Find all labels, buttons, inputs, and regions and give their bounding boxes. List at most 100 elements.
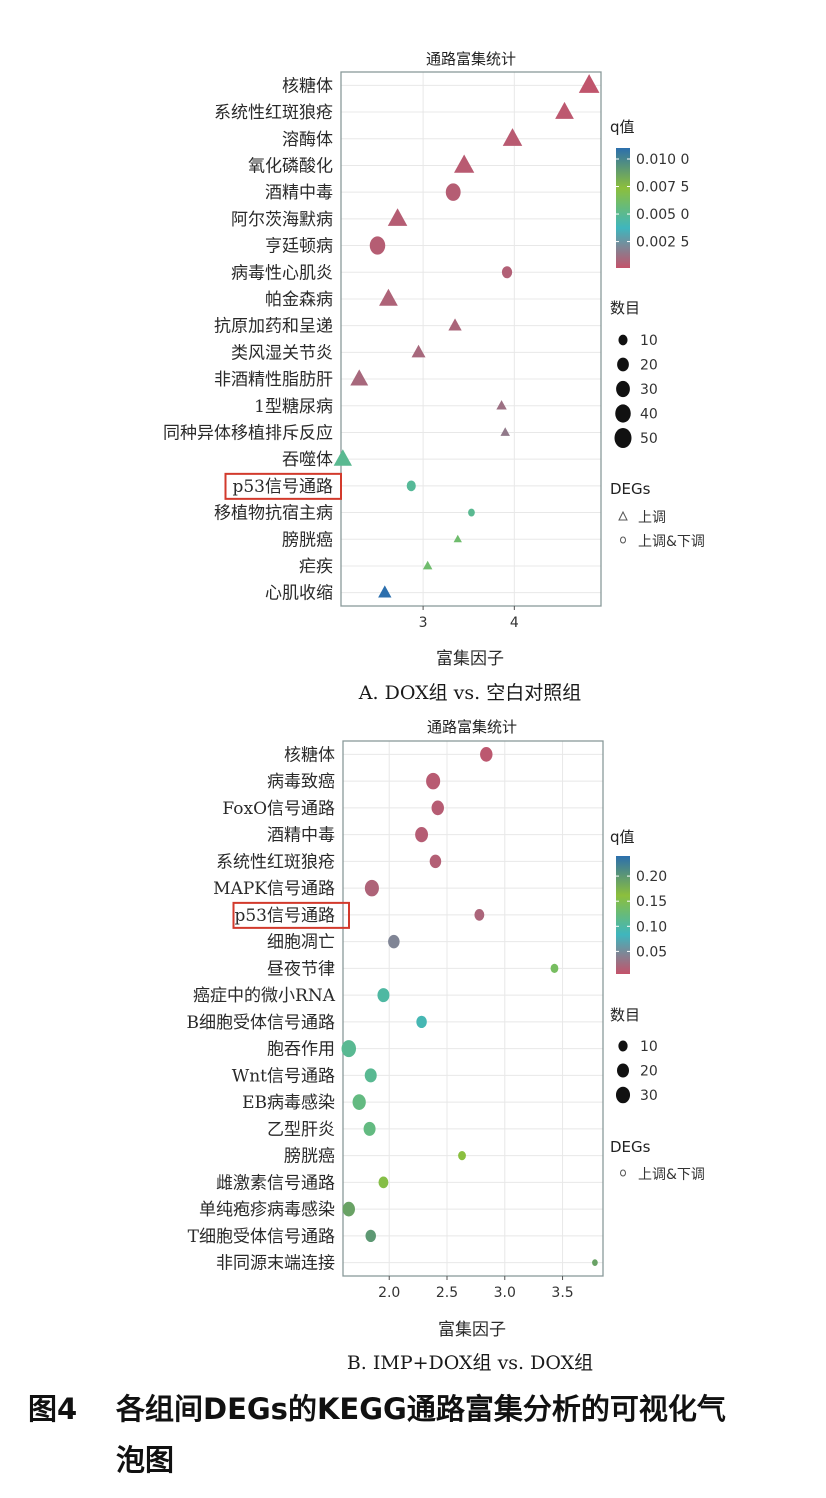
degs-legend-title: DEGs: [610, 1138, 651, 1156]
y-tick-label: 细胞凋亡: [267, 933, 335, 953]
panel-a-xlabel: 富集因子: [436, 649, 504, 669]
y-tick-label: 酒精中毒: [267, 826, 335, 846]
q-legend-label: 0.10: [636, 919, 667, 935]
degs-legend-title: DEGs: [610, 480, 651, 498]
data-point-circle: [378, 1176, 389, 1189]
plot-background: [341, 72, 601, 606]
y-tick-label: 吞噬体: [282, 450, 333, 470]
q-legend-label: 0.20: [636, 869, 667, 885]
figure-number: 图4: [28, 1392, 77, 1426]
size-legend-dot: [618, 334, 628, 346]
data-point-circle: [431, 800, 444, 816]
plot-border: [342, 740, 604, 1277]
plot-border: [340, 71, 602, 607]
size-legend-dot: [614, 428, 632, 448]
panel-b-title: 通路富集统计: [427, 718, 517, 736]
y-tick-label: p53信号通路: [234, 906, 335, 926]
data-point-circle: [341, 1040, 357, 1058]
data-point-circle: [364, 879, 379, 897]
data-point-triangle: [500, 427, 510, 436]
size-legend-label: 50: [640, 431, 658, 447]
data-point-triangle: [496, 400, 507, 410]
y-tick-label: FoxO信号通路: [222, 799, 335, 819]
y-tick-label: 心肌收缩: [265, 584, 333, 604]
size-legend-label: 10: [640, 1039, 658, 1055]
data-point-circle: [363, 1121, 376, 1136]
degs-legend-symbol-triangle: [618, 510, 628, 521]
panel-a-plot: 核糖体系统性红斑狼疮溶酶体氧化磷酸化酒精中毒阿尔茨海默病亨廷顿病病毒性心肌炎帕金…: [163, 71, 602, 631]
data-point-circle: [369, 236, 386, 255]
y-tick-label: 雌激素信号通路: [216, 1173, 335, 1193]
data-point-circle: [445, 183, 461, 201]
data-point-triangle: [502, 128, 523, 146]
q-colorbar: [616, 856, 630, 974]
data-point-circle: [406, 480, 416, 492]
data-point-circle: [429, 854, 442, 869]
size-legend-dot: [617, 1063, 629, 1078]
y-tick-label: 病毒性心肌炎: [231, 263, 333, 283]
data-point-circle: [468, 508, 475, 517]
y-tick-label: 非酒精性脂肪肝: [214, 370, 333, 390]
panel-a-title: 通路富集统计: [426, 50, 516, 68]
x-tick-label: 4: [510, 615, 519, 631]
q-legend-label: 0.05: [636, 944, 667, 960]
data-point-triangle: [578, 74, 600, 93]
data-point-circle: [364, 1068, 377, 1083]
x-tick-label: 3.0: [494, 1285, 516, 1301]
size-legend-dot: [617, 357, 629, 372]
figure-caption-line1: 各组间DEGs的KEGG通路富集分析的可视化气: [115, 1392, 726, 1426]
y-tick-label: 单纯疱疹病毒感染: [199, 1200, 335, 1220]
q-colorbar: [616, 148, 630, 268]
q-legend-label: 0.005 0: [636, 207, 689, 223]
y-tick-label: 阿尔茨海默病: [231, 210, 333, 230]
panel-a: 通路富集统计 核糖体系统性红斑狼疮溶酶体氧化磷酸化酒精中毒阿尔茨海默病亨廷顿病病…: [163, 50, 705, 704]
y-tick-label: 非同源末端连接: [216, 1254, 335, 1274]
data-point-triangle: [448, 318, 462, 331]
data-point-circle: [458, 1151, 466, 1161]
y-tick-label: p53信号通路: [232, 477, 333, 497]
y-tick-label: 胞吞作用: [267, 1040, 335, 1060]
data-point-circle: [416, 1015, 427, 1029]
y-tick-label: T细胞受体信号通路: [188, 1227, 335, 1247]
data-point-triangle: [454, 154, 475, 173]
y-tick-label: 1型糖尿病: [254, 397, 333, 417]
data-point-circle: [426, 772, 441, 790]
size-legend-label: 20: [640, 1064, 658, 1080]
size-legend-label: 30: [640, 1088, 658, 1104]
q-legend-label: 0.15: [636, 894, 667, 910]
y-tick-label: 系统性红斑狼疮: [214, 103, 333, 123]
x-tick-label: 3.5: [551, 1285, 573, 1301]
data-point-triangle: [422, 560, 433, 570]
size-legend-dot: [615, 404, 631, 423]
data-point-triangle: [453, 534, 462, 543]
size-legend-label: 20: [640, 358, 658, 374]
y-tick-label: B细胞受体信号通路: [187, 1013, 336, 1033]
data-point-triangle: [333, 449, 352, 466]
data-point-circle: [388, 934, 400, 949]
data-point-triangle: [411, 344, 426, 358]
degs-legend-symbol-circle: [620, 1169, 626, 1177]
size-legend-label: 30: [640, 382, 658, 398]
y-tick-label: 系统性红斑狼疮: [216, 852, 335, 872]
y-tick-label: 同种异体移植排斥反应: [163, 423, 333, 443]
data-point-circle: [342, 1201, 356, 1217]
data-point-triangle: [378, 585, 392, 598]
q-legend-label: 0.007 5: [636, 180, 689, 196]
data-point-triangle: [379, 288, 398, 306]
y-tick-label: 昼夜节律: [267, 959, 335, 979]
data-point-triangle: [350, 369, 369, 386]
size-legend-title: 数目: [610, 299, 640, 317]
y-tick-label: 癌症中的微小RNA: [193, 986, 336, 1006]
size-legend-dot: [615, 1086, 631, 1104]
y-tick-label: EB病毒感染: [242, 1093, 335, 1113]
y-tick-label: 抗原加药和呈递: [214, 317, 333, 337]
degs-legend-symbol-circle: [620, 536, 626, 544]
highlight-box: [232, 901, 350, 929]
figure-caption-line2: 泡图: [116, 1443, 174, 1477]
q-legend-label: 0.002 5: [636, 235, 689, 251]
data-point-circle: [501, 266, 513, 279]
